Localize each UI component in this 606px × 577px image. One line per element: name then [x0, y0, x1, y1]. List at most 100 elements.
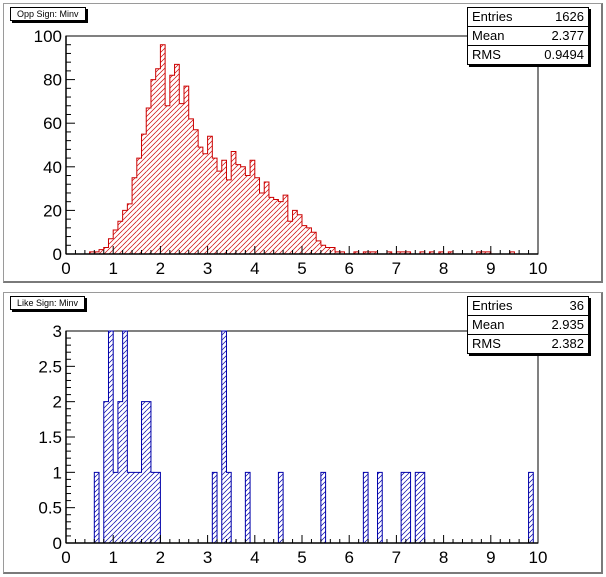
histogram-bar	[405, 251, 411, 254]
histogram-bar	[316, 240, 321, 254]
histogram-bar	[212, 158, 218, 254]
histogram-bar	[136, 472, 142, 543]
histogram-bar	[287, 221, 293, 254]
stats-entries-row: Entries 36	[468, 297, 588, 315]
x-tick-label: 5	[297, 548, 306, 567]
histogram-bar	[155, 472, 161, 543]
histogram-bar	[146, 107, 151, 254]
stats-rms-label: RMS	[472, 336, 501, 351]
histogram-bar	[353, 251, 359, 254]
histogram-bar	[245, 175, 251, 254]
stats-mean-value: 2.935	[551, 317, 584, 332]
stats-rms-row: RMS 2.382	[468, 334, 588, 353]
histogram-bar	[122, 331, 128, 543]
histogram-bar	[94, 472, 100, 543]
histogram-bar	[113, 472, 118, 543]
stats-rms-row: RMS 0.9494	[468, 45, 588, 64]
x-tick-label: 2	[156, 548, 165, 567]
histogram-bar	[429, 251, 435, 254]
x-tick-label: 9	[486, 259, 495, 278]
histogram-bar	[372, 251, 378, 254]
y-tick-label: 2.5	[38, 357, 62, 376]
stats-entries-value: 1626	[555, 9, 584, 24]
y-tick-label: 40	[43, 158, 62, 177]
histogram-bar	[339, 251, 345, 254]
histogram-bar	[368, 251, 373, 254]
histogram-bar	[486, 251, 491, 254]
x-tick-label: 6	[344, 259, 353, 278]
histogram-bar	[292, 210, 298, 254]
stats-mean-label: Mean	[472, 317, 505, 332]
histogram-bar	[117, 401, 123, 543]
histogram-bar	[311, 232, 317, 254]
y-tick-label: 2	[53, 393, 62, 412]
histogram-bar	[132, 472, 137, 543]
histogram-bar	[481, 251, 487, 254]
histogram-bar	[259, 192, 265, 254]
x-tick-label: 7	[392, 548, 401, 567]
histogram-bar	[420, 251, 425, 254]
histogram-bar	[405, 472, 411, 543]
stats-entries-row: Entries 1626	[468, 8, 588, 26]
y-tick-label: 0	[53, 245, 62, 264]
histogram-bar	[113, 230, 118, 254]
x-tick-label: 0	[61, 259, 70, 278]
x-tick-label: 4	[250, 548, 259, 567]
y-tick-label: 0.5	[38, 499, 62, 518]
histogram-bar	[221, 331, 227, 543]
x-tick-label: 1	[108, 548, 117, 567]
histogram-bar	[245, 472, 251, 543]
x-tick-label: 4	[250, 259, 259, 278]
histogram-bar	[363, 472, 369, 543]
y-tick-label: 20	[43, 201, 62, 220]
x-tick-label: 10	[529, 548, 548, 567]
histogram-bar	[306, 227, 312, 254]
histogram-bar	[250, 160, 255, 254]
like-sign-title: Like Sign: Minv	[10, 296, 86, 310]
histogram-bar	[396, 251, 402, 254]
histogram-bar	[179, 103, 184, 254]
histogram-bar	[108, 331, 114, 543]
histogram-bar	[188, 118, 194, 254]
x-tick-label: 8	[439, 259, 448, 278]
histogram-bar	[103, 401, 109, 543]
histogram-bar	[89, 251, 95, 254]
histogram-bar	[273, 199, 279, 254]
y-tick-label: 80	[43, 71, 62, 90]
histogram-bar	[401, 251, 406, 254]
histogram-bar	[240, 166, 246, 254]
histogram-bar	[278, 201, 284, 254]
histogram-bar	[509, 251, 515, 254]
histogram-bar	[476, 251, 482, 254]
histogram-bar	[278, 472, 284, 543]
stats-rms-value: 2.382	[551, 336, 584, 351]
x-tick-label: 9	[486, 548, 495, 567]
histogram-bar	[155, 68, 161, 254]
histogram-bar	[132, 177, 137, 254]
histogram-bar	[136, 158, 142, 254]
histogram-bar	[528, 472, 534, 543]
histogram-bar	[117, 221, 123, 254]
histogram-bar	[448, 251, 454, 254]
histogram-bar	[169, 75, 175, 255]
y-tick-label: 100	[34, 27, 62, 46]
y-tick-label: 60	[43, 114, 62, 133]
x-tick-label: 7	[392, 259, 401, 278]
stats-mean-value: 2.377	[551, 28, 584, 43]
histogram-bar	[198, 147, 203, 254]
histogram-bar	[420, 472, 425, 543]
histogram-bar	[99, 249, 104, 254]
histogram-bar	[150, 79, 156, 254]
stats-entries-label: Entries	[472, 9, 513, 24]
histogram-bar	[212, 472, 218, 543]
y-tick-label: 0	[53, 534, 62, 553]
histogram-bar	[264, 182, 269, 254]
histogram-bar	[108, 238, 114, 254]
histogram-bar	[146, 401, 151, 543]
x-tick-label: 6	[344, 548, 353, 567]
histogram-bar	[235, 164, 241, 254]
opp-sign-stats-box: Entries 1626 Mean 2.377 RMS 0.9494	[467, 7, 589, 65]
opp-sign-title: Opp Sign: Minv	[10, 7, 86, 21]
histogram-bar	[283, 195, 288, 254]
